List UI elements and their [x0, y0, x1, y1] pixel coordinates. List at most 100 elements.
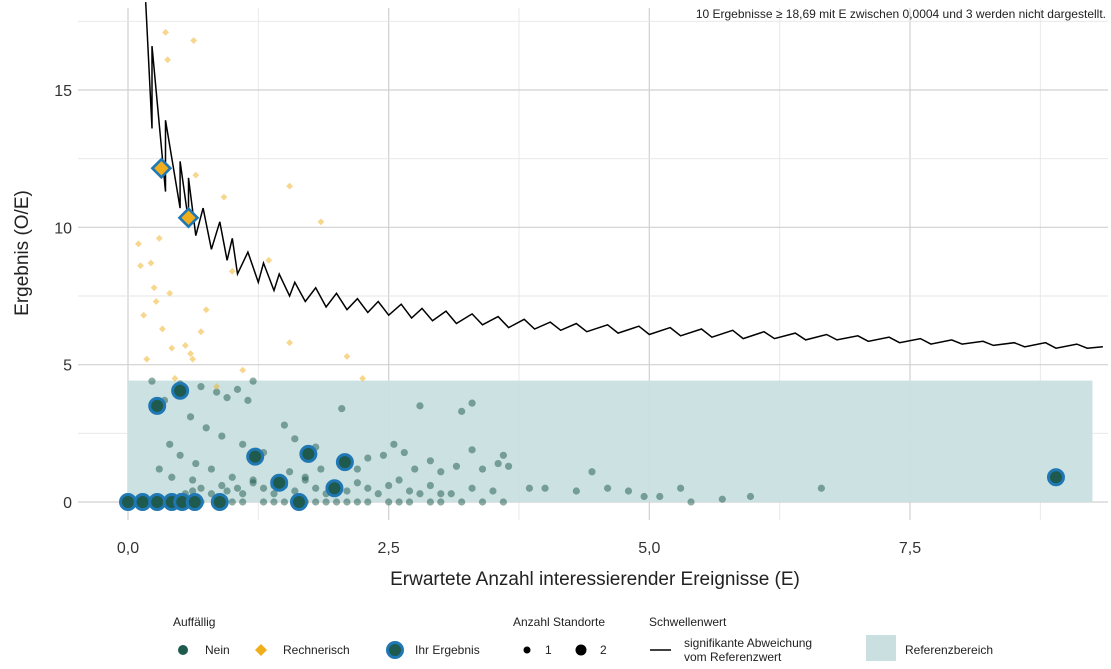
- data-point-rechnerisch: [181, 342, 189, 349]
- data-point-nein: [468, 484, 476, 492]
- data-point-nein: [239, 490, 247, 498]
- data-point-nein: [197, 383, 205, 391]
- data-point-nein: [525, 484, 534, 492]
- data-point-nein: [223, 487, 231, 495]
- data-point-nein: [332, 498, 341, 506]
- data-point-rechnerisch: [228, 267, 236, 275]
- data-point-nein: [259, 484, 268, 492]
- data-point-nein: [270, 490, 278, 498]
- data-point-nein: [364, 484, 372, 492]
- legend: Auffällig Nein Rechnerisch Ihr Ergebnis …: [173, 615, 993, 664]
- data-point-nein: [291, 435, 299, 443]
- x-tick-label: 0,0: [117, 540, 139, 557]
- legend-label-ihr-ergebnis: Ihr Ergebnis: [415, 643, 480, 657]
- data-point-ihr-ergebnis: [148, 493, 167, 511]
- data-point-rechnerisch: [150, 284, 158, 292]
- data-point-nein: [155, 465, 163, 473]
- data-point-nein: [166, 440, 174, 448]
- data-point-ihr-ergebnis: [335, 453, 354, 472]
- data-point-ihr-ergebnis-rechnerisch: [150, 157, 173, 180]
- data-point-rechnerisch: [159, 325, 166, 333]
- data-point-ihr-ergebnis: [148, 396, 167, 415]
- data-point-ihr-ergebnis: [289, 493, 308, 511]
- data-point-nein: [604, 484, 612, 492]
- data-point-ihr-ergebnis: [185, 493, 204, 511]
- data-point-nein: [207, 490, 216, 498]
- data-point-nein: [504, 462, 513, 470]
- data-point-nein: [312, 484, 320, 492]
- data-point-nein: [452, 462, 461, 470]
- data-point-nein: [374, 490, 382, 498]
- data-point-nein: [218, 432, 226, 440]
- x-tick-label: 7,5: [899, 540, 921, 557]
- legend-marker-nein: [178, 645, 188, 655]
- data-point-nein: [489, 487, 497, 495]
- data-point-nein: [640, 492, 648, 501]
- data-point-nein: [286, 468, 294, 476]
- data-point-nein: [390, 440, 398, 448]
- legend-marker-referenzbereich: [866, 635, 896, 661]
- legend-label-schwellenwert-1: signifikante Abweichung: [684, 636, 812, 650]
- data-point-rechnerisch: [189, 355, 197, 363]
- data-point-rechnerisch: [286, 182, 294, 190]
- y-tick-label: 5: [63, 358, 72, 375]
- data-point-nein: [817, 484, 825, 492]
- data-point-nein: [301, 473, 309, 481]
- legend-marker-standorte-2: [575, 644, 587, 656]
- data-point-nein: [385, 498, 393, 506]
- data-point-nein: [385, 481, 393, 490]
- data-point-rechnerisch: [220, 193, 228, 201]
- legend-marker-ihr-ergebnis: [386, 641, 404, 659]
- data-point-nein: [426, 481, 434, 490]
- data-point-ihr-ergebnis: [133, 493, 152, 511]
- data-point-nein: [249, 476, 257, 484]
- data-point-rechnerisch: [239, 366, 247, 374]
- data-point-nein: [192, 459, 200, 468]
- data-point-rechnerisch: [164, 56, 172, 64]
- data-point-nein: [426, 498, 434, 506]
- data-point-rechnerisch: [135, 240, 142, 248]
- data-point-nein: [353, 479, 361, 487]
- legend-label-standorte-1: 1: [545, 643, 552, 657]
- data-point-rechnerisch: [317, 218, 325, 226]
- data-point-ihr-ergebnis: [119, 493, 137, 511]
- data-point-rechnerisch: [140, 311, 148, 319]
- data-point-ihr-ergebnis: [1046, 468, 1065, 487]
- data-point-nein: [478, 498, 487, 506]
- data-point-nein: [400, 448, 408, 457]
- data-point-nein: [437, 498, 445, 506]
- data-point-nein: [572, 487, 580, 495]
- y-tick-label: 10: [54, 220, 72, 237]
- data-point-nein: [291, 487, 299, 495]
- data-point-rechnerisch: [168, 344, 176, 352]
- data-point-nein: [379, 451, 388, 459]
- data-point-nein: [189, 476, 197, 484]
- data-point-nein: [478, 465, 487, 473]
- data-point-nein: [168, 473, 176, 481]
- data-point-nein: [494, 459, 502, 468]
- data-point-nein: [176, 451, 184, 459]
- legend-title-standorte: Anzahl Standorte: [513, 615, 605, 629]
- data-point-rechnerisch: [143, 355, 151, 363]
- data-point-nein: [677, 484, 685, 492]
- data-point-rechnerisch: [187, 350, 194, 358]
- data-point-rechnerisch: [166, 289, 174, 297]
- data-point-nein: [322, 498, 330, 506]
- data-point-nein: [624, 487, 633, 495]
- data-point-nein: [189, 487, 197, 495]
- data-point-nein: [405, 498, 414, 506]
- threshold-line: [144, 2, 1103, 349]
- data-point-nein: [343, 498, 351, 506]
- legend-label-nein: Nein: [205, 643, 230, 657]
- data-point-nein: [468, 446, 476, 454]
- data-point-nein: [228, 473, 236, 481]
- data-point-nein: [437, 490, 445, 498]
- x-tick-label: 2,5: [378, 540, 400, 557]
- data-point-nein: [218, 481, 226, 490]
- data-point-rechnerisch: [171, 375, 179, 382]
- y-tick-label: 0: [63, 495, 72, 512]
- data-point-nein: [244, 396, 252, 404]
- data-point-nein: [499, 498, 507, 506]
- data-point-nein: [312, 498, 320, 506]
